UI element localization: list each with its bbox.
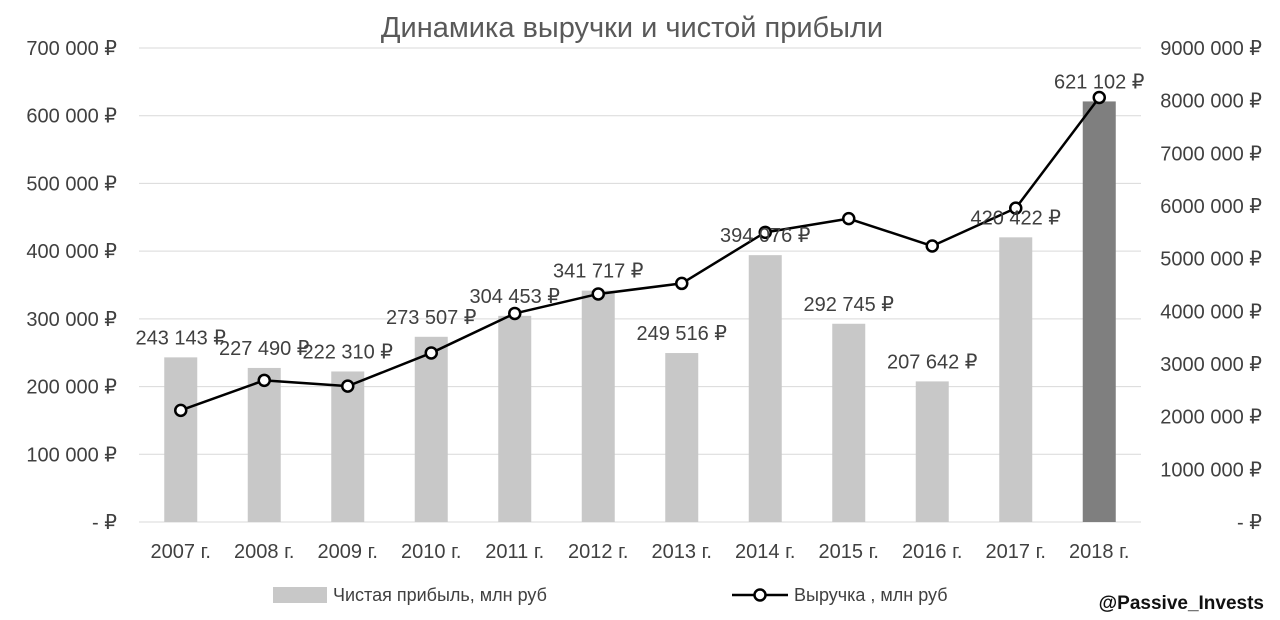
legend-marker-line [753,588,767,602]
x-tick-label: 2007 г. [151,541,211,563]
data-label: 341 717 ₽ [553,261,644,283]
right-tick-label: 4000 000 ₽ [1160,301,1262,323]
line-point [508,306,522,321]
x-tick-label: 2011 г. [485,541,544,563]
left-axis: - ₽ 100 000 ₽ 200 000 ₽ 300 000 ₽ 400 000 ₽ 5… [26,38,117,534]
right-tick-label: 5000 000 ₽ [1160,249,1262,271]
left-tick-label: 200 000 ₽ [26,377,117,399]
left-tick-label: 700 000 ₽ [26,38,117,60]
bar [414,336,448,522]
legend: Чистая прибыль, млн руб Выручка , млн ру… [273,585,948,605]
legend-swatch-bar [273,587,327,603]
line-point [842,211,856,226]
data-label: 249 516 ₽ [636,323,727,345]
line-point [257,373,271,388]
right-tick-label: - ₽ [1237,512,1262,534]
right-tick-label: 1000 000 ₽ [1160,459,1262,481]
data-label: 304 453 ₽ [469,286,560,308]
line-point [925,239,939,253]
bar [331,371,365,522]
data-label: 420 422 ₽ [970,207,1061,229]
data-label: 227 490 ₽ [219,338,310,360]
x-tick-label: 2014 г. [735,541,795,563]
left-tick-label: 100 000 ₽ [26,444,117,466]
data-label: 292 745 ₽ [803,294,894,316]
legend-label-line: Выручка , млн руб [794,585,948,605]
left-tick-label: 400 000 ₽ [26,241,117,263]
bar [164,357,198,522]
right-tick-label: 3000 000 ₽ [1160,354,1262,376]
x-tick-label: 2009 г. [318,541,378,563]
watermark: @Passive_Invests [1099,593,1264,614]
right-tick-label: 2000 000 ₽ [1160,407,1262,429]
line-point [1092,90,1106,105]
data-labels: 243 143 ₽227 490 ₽222 310 ₽ 273 507 ₽304 … [135,71,1144,373]
bar [915,381,949,522]
right-tick-label: 9000 000 ₽ [1160,38,1262,60]
bar [999,237,1033,522]
bar-series [164,101,1116,523]
line-point [424,346,438,360]
data-label: 621 102 ₽ [1054,71,1145,93]
gridlines [139,47,1141,523]
x-tick-label: 2018 г. [1069,541,1129,563]
left-tick-label: 300 000 ₽ [26,309,117,331]
x-tick-label: 2015 г. [819,541,879,563]
bar [247,367,281,522]
x-tick-label: 2008 г. [234,541,294,563]
x-axis: 2007 г. 2008 г. 2009 г. 2010 г. 2011 г. 2012 … [151,541,1130,563]
right-axis: - ₽ 1000 000 ₽ 2000 000 ₽ 3000 000 ₽ 4000 00… [1160,38,1262,534]
data-label: 394 076 ₽ [720,225,811,247]
bar [748,255,782,523]
left-tick-label: 600 000 ₽ [26,106,117,128]
x-tick-label: 2012 г. [568,541,628,563]
revenue-line [180,96,1101,412]
line-point [591,287,605,301]
bar [581,290,615,522]
x-tick-label: 2013 г. [652,541,712,563]
line-point [675,276,689,291]
right-tick-label: 8000 000 ₽ [1160,91,1262,113]
line-series [174,90,1106,418]
legend-label-bar: Чистая прибыль, млн руб [333,585,547,605]
x-tick-label: 2017 г. [986,541,1046,563]
bar [1082,101,1116,522]
data-label: 273 507 ₽ [386,307,477,329]
right-tick-label: 6000 000 ₽ [1160,196,1262,218]
left-tick-label: - ₽ [92,512,117,534]
x-tick-label: 2016 г. [902,541,962,563]
line-point [174,403,188,418]
line-point [1009,201,1023,215]
bar [498,315,532,522]
left-tick-label: 500 000 ₽ [26,173,117,195]
bar [665,353,699,522]
bar [832,323,866,522]
chart-title: Динамика выручки и чистой прибыли [381,12,883,44]
line-point [758,225,772,240]
x-tick-label: 2010 г. [401,541,461,563]
data-label: 243 143 ₽ [135,327,226,349]
data-label: 222 310 ₽ [302,341,393,363]
right-tick-label: 7000 000 ₽ [1160,143,1262,165]
data-label: 207 642 ₽ [887,351,978,373]
line-point [341,379,355,393]
